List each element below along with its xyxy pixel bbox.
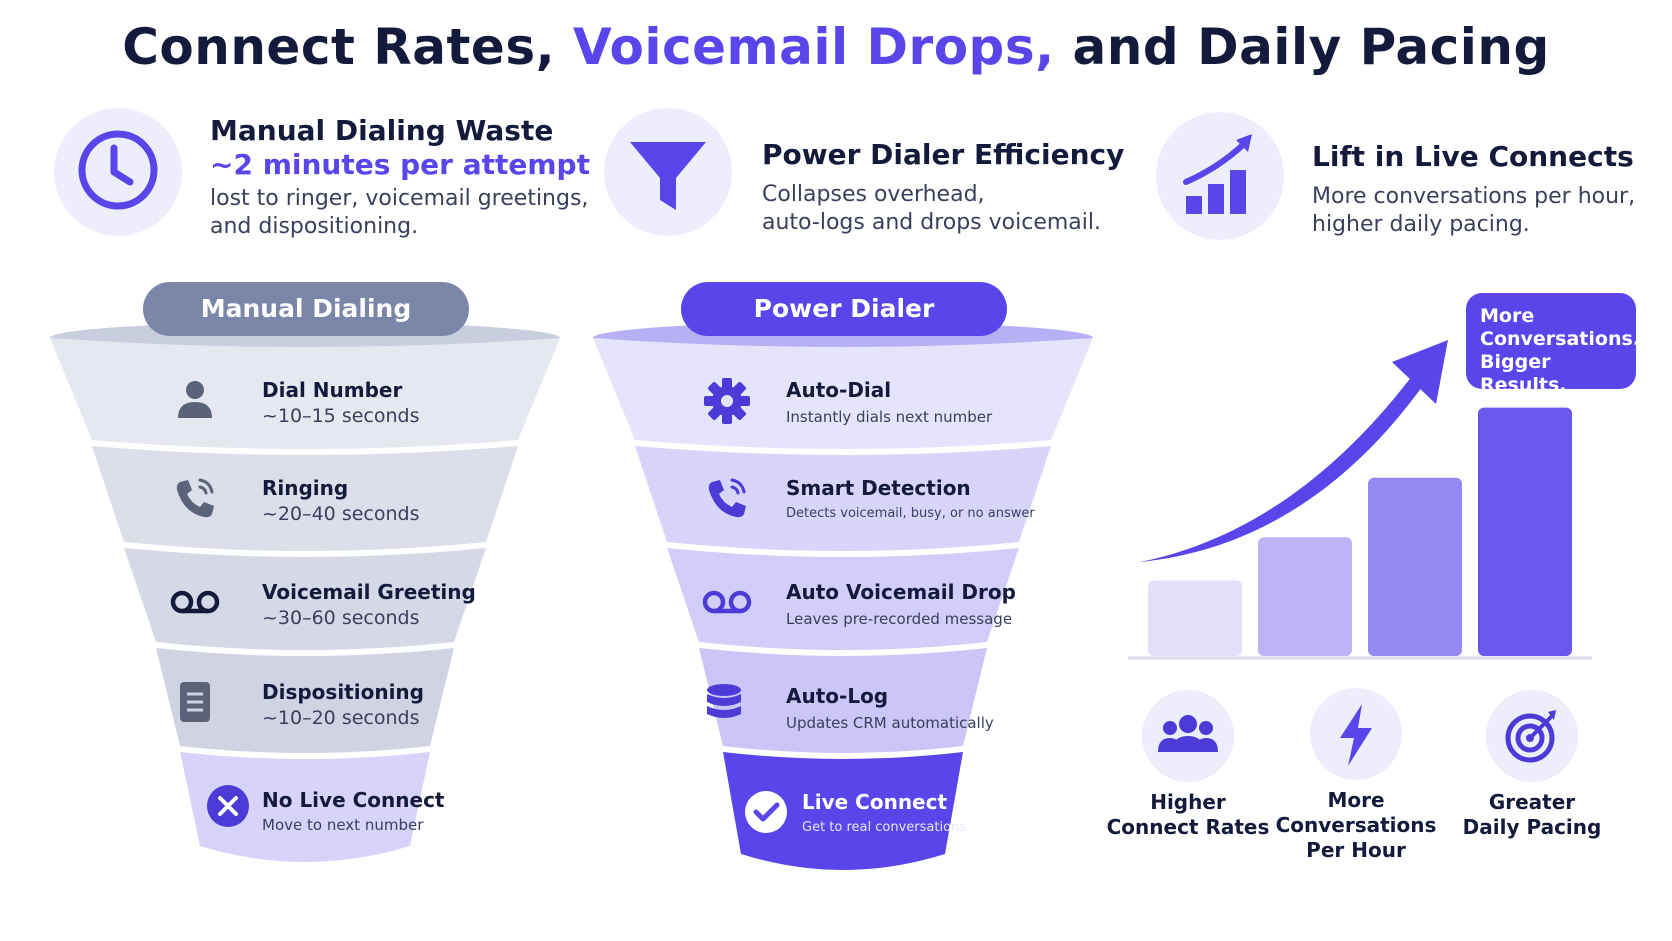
voicemail-icon	[702, 590, 752, 614]
gear-icon	[704, 378, 750, 424]
document-icon	[180, 682, 210, 722]
title-part-2: Voicemail Drops,	[573, 18, 1055, 76]
manual-stage-dial-number: Dial Number ~10–15 seconds	[170, 372, 490, 432]
power-stage-auto-dial: Auto-Dial Instantly dials next number	[702, 372, 1042, 432]
stage-desc: Move to next number	[262, 816, 424, 834]
clock-icon	[54, 108, 182, 236]
title-part-3: and Daily Pacing	[1072, 18, 1550, 76]
result-bar-2	[1258, 537, 1352, 656]
stage-name: Smart Detection	[786, 476, 971, 500]
power-dialer-label: Power Dialer	[681, 282, 1007, 336]
result-label-line: Daily Pacing	[1462, 815, 1602, 839]
feature-title: Manual Dialing Waste	[210, 114, 554, 147]
result-label-line: More	[1327, 788, 1385, 812]
power-stage-auto-log: Auto-Log Updates CRM automatically	[702, 678, 1042, 738]
stage-name: Auto Voicemail Drop	[786, 580, 1016, 604]
stage-name: No Live Connect	[262, 788, 445, 812]
stage-desc: Updates CRM automatically	[786, 714, 994, 732]
badge-line: More	[1480, 305, 1535, 327]
manual-funnel-shape	[50, 322, 560, 862]
growth-arrow-head	[1392, 340, 1448, 404]
badge-line: Conversations.	[1480, 328, 1640, 350]
phone-ringing-icon	[176, 478, 214, 518]
feature-manual-waste: Manual Dialing Waste ~2 minutes per atte…	[54, 108, 590, 248]
lightning-icon	[1310, 688, 1402, 780]
feature-desc-line: Collapses overhead,	[762, 182, 985, 207]
power-stage-live-connect: Live Connect Get to real conversations	[744, 786, 994, 846]
bar-chart-up-icon	[1156, 112, 1284, 240]
result-more-conversations: More Conversations Per Hour	[1256, 688, 1456, 863]
stage-name: Auto-Dial	[786, 378, 892, 402]
page-title: Connect Rates, Voicemail Drops, and Dail…	[0, 18, 1672, 76]
feature-desc-line: and dispositioning.	[210, 214, 419, 239]
stage-name: Live Connect	[802, 790, 948, 814]
feature-desc-line: auto-logs and drops voicemail.	[762, 210, 1101, 235]
manual-stage-dispositioning: Dispositioning ~10–20 seconds	[170, 674, 490, 734]
power-stage-auto-voicemail-drop: Auto Voicemail Drop Leaves pre-recorded …	[702, 574, 1042, 634]
check-circle-icon	[745, 791, 787, 833]
stage-desc: ~10–15 seconds	[262, 405, 420, 427]
result-higher-connect-rates: Higher Connect Rates	[1088, 690, 1288, 840]
feature-desc-line: More conversations per hour,	[1312, 184, 1636, 209]
manual-stage-ringing: Ringing ~20–40 seconds	[170, 470, 490, 530]
feature-desc-line: higher daily pacing.	[1312, 212, 1530, 237]
feature-live-connects: Lift in Live Connects More conversations…	[1156, 112, 1656, 252]
feature-title: Lift in Live Connects	[1312, 140, 1634, 173]
funnel-icon	[604, 108, 732, 236]
stage-desc: ~10–20 seconds	[262, 707, 420, 729]
stage-desc: ~20–40 seconds	[262, 503, 420, 525]
results-badge: More Conversations. Bigger Results.	[1466, 293, 1640, 396]
stage-name: Dispositioning	[262, 680, 424, 704]
feature-highlight: ~2 minutes per attempt	[210, 148, 590, 181]
manual-stage-no-live-connect: No Live Connect Move to next number	[206, 780, 456, 840]
power-funnel-shape	[593, 322, 1093, 870]
manual-dialing-label: Manual Dialing	[143, 282, 469, 336]
power-stage-smart-detection: Smart Detection Detects voicemail, busy,…	[702, 470, 1042, 530]
stage-desc: Instantly dials next number	[786, 408, 993, 426]
result-label-line: Conversations	[1275, 813, 1437, 837]
group-icon	[1142, 690, 1234, 782]
phone-ringing-icon	[708, 478, 746, 518]
database-icon	[707, 684, 741, 718]
title-part-1: Connect Rates,	[122, 18, 556, 76]
stage-desc: Leaves pre-recorded message	[786, 610, 1013, 628]
badge-line: Bigger Results.	[1480, 351, 1567, 396]
stage-name: Auto-Log	[786, 684, 889, 708]
x-circle-icon	[207, 785, 249, 827]
manual-stage-voicemail-greeting: Voicemail Greeting ~30–60 seconds	[170, 574, 490, 634]
stage-desc: Get to real conversations	[802, 820, 967, 835]
result-bar-1	[1148, 580, 1242, 656]
target-icon	[1486, 690, 1578, 782]
stage-name: Voicemail Greeting	[262, 580, 476, 604]
result-label-line: Higher	[1150, 790, 1226, 814]
result-bar-3	[1368, 477, 1462, 656]
feature-title: Power Dialer Efficiency	[762, 138, 1125, 171]
voicemail-icon	[170, 590, 220, 614]
stage-desc: ~30–60 seconds	[262, 607, 420, 629]
stage-desc: Detects voicemail, busy, or no answer	[786, 506, 1035, 521]
stage-name: Dial Number	[262, 378, 403, 402]
result-label-line: Per Hour	[1306, 838, 1406, 862]
result-bar-4	[1478, 407, 1572, 656]
feature-power-efficiency: Power Dialer Efficiency Collapses overhe…	[604, 108, 1124, 248]
results-bar-chart	[1128, 340, 1592, 660]
feature-desc-line: lost to ringer, voicemail greetings,	[210, 186, 589, 211]
stage-name: Ringing	[262, 476, 349, 500]
person-icon	[178, 381, 212, 418]
result-greater-daily-pacing: Greater Daily Pacing	[1432, 690, 1632, 840]
result-label-line: Connect Rates	[1106, 815, 1270, 839]
result-label-line: Greater	[1488, 790, 1576, 814]
